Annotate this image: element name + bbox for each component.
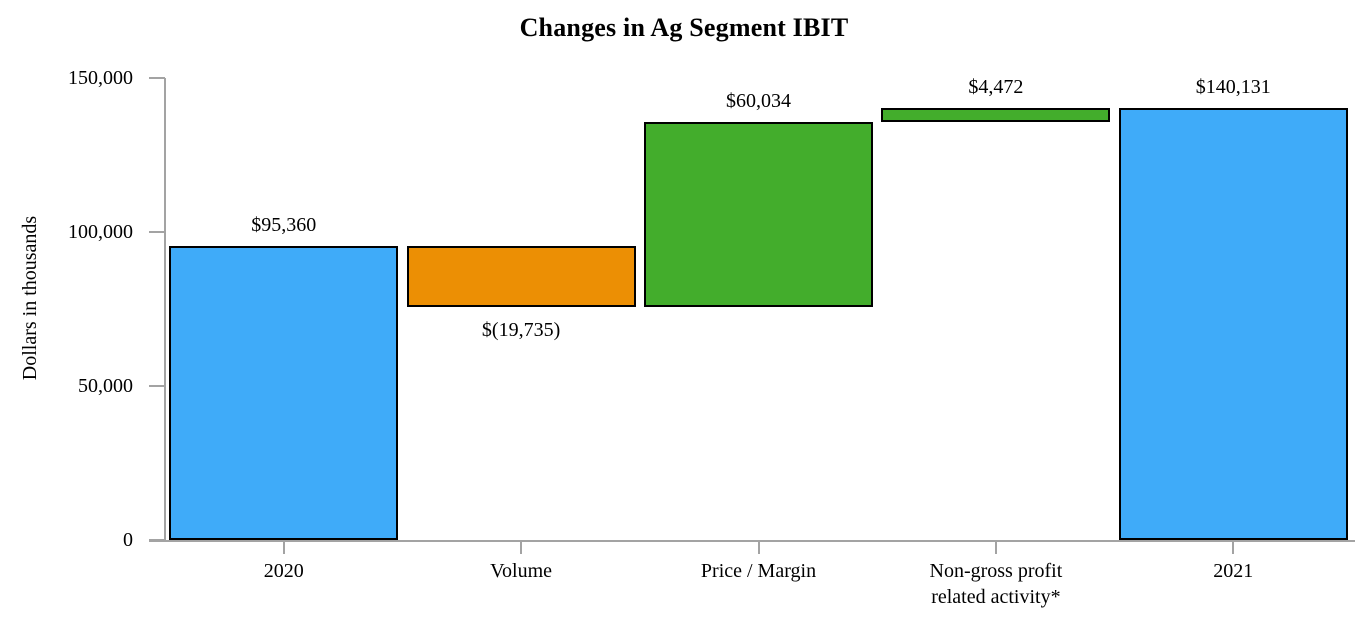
value-label: $60,034: [726, 90, 791, 113]
bar-2021: [1118, 108, 1348, 540]
y-axis-line: [164, 78, 166, 542]
x-category-label-line: 2021: [1213, 560, 1254, 582]
x-category-label: Volume: [402, 558, 640, 584]
y-tick-label: 0: [123, 529, 133, 551]
bar-volume: [406, 246, 636, 308]
x-category-label-line: Volume: [490, 560, 553, 582]
x-category-label-line: Non-gross profit: [929, 560, 1063, 582]
x-axis-line: [149, 540, 1355, 542]
value-label: $(19,735): [481, 319, 561, 342]
x-category-label: Price / Margin: [640, 558, 878, 584]
value-label: $140,131: [1195, 76, 1271, 99]
y-tick-mark: [149, 77, 165, 79]
x-category-label: 2021: [1114, 558, 1352, 584]
y-tick-label: 50,000: [78, 375, 133, 397]
value-label: $95,360: [251, 214, 317, 237]
x-category-label: Non-gross profit related activity*: [877, 558, 1115, 610]
bar-price-margin: [644, 122, 873, 308]
x-tick-mark: [1232, 542, 1235, 554]
bar-non-gross-profit-related-activity-: [881, 108, 1111, 123]
y-tick-label: 100,000: [68, 221, 133, 243]
value-label: $4,472: [968, 76, 1024, 99]
x-category-label-line: related activity*: [931, 586, 1061, 608]
bar-2020: [169, 246, 399, 540]
x-tick-mark: [282, 542, 285, 554]
y-tick-label: 150,000: [68, 67, 133, 89]
y-tick-mark: [149, 231, 165, 233]
x-tick-mark: [994, 542, 997, 554]
x-category-label: 2020: [165, 558, 403, 584]
y-axis-label: Dollars in thousands: [19, 215, 41, 381]
x-tick-mark: [757, 542, 760, 554]
x-category-label-line: 2020: [263, 560, 304, 582]
chart-title: Changes in Ag Segment IBIT: [519, 13, 849, 42]
y-tick-mark: [149, 385, 165, 387]
y-tick-mark: [149, 539, 165, 541]
x-tick-mark: [520, 542, 523, 554]
x-category-label-line: Price / Margin: [700, 560, 817, 582]
